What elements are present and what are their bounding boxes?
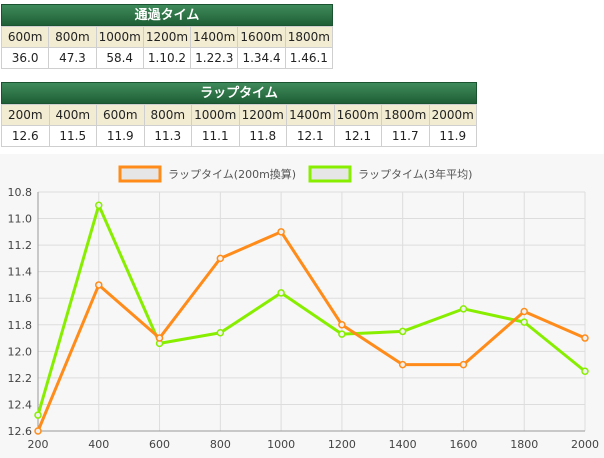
x-tick-label: 1400 (389, 438, 417, 451)
passing-time-value-cell: 1.22.3 (190, 47, 239, 69)
series-point-0 (155, 334, 164, 342)
lap-time-value-cell: 11.5 (48, 125, 97, 147)
series-point-1 (520, 318, 528, 326)
y-tick-label: 11.2 (8, 239, 33, 252)
series-point-0 (338, 321, 346, 329)
lap-time-value-row: 12.6 11.5 11.9 11.3 11.1 11.8 12.1 12.1 11.7 11.9 (1, 125, 477, 147)
passing-time-panel: 通過タイム 600m 800m 1000m 1200m 1400m 1600m 1800m … (0, 4, 334, 69)
y-tick-label: 12.4 (8, 398, 33, 411)
passing-time-value-cell: 58.4 (95, 47, 144, 69)
lap-time-value-cell: 12.1 (333, 125, 382, 147)
series-point-1 (34, 411, 42, 419)
passing-time-header-cell: 1800m (284, 26, 334, 48)
x-tick-label: 600 (149, 438, 170, 451)
x-tick-label: 1600 (449, 438, 477, 451)
series-point-1 (216, 328, 225, 337)
series-point-0 (34, 427, 42, 435)
lap-time-header-cell: 1200m (238, 104, 287, 126)
lap-time-value-cell: 11.9 (96, 125, 145, 147)
lap-time-header-cell: 200m (1, 104, 50, 126)
series-point-0 (398, 360, 407, 369)
x-tick-label: 200 (28, 438, 49, 451)
y-tick-label: 12.0 (8, 345, 33, 358)
y-tick-label: 11.8 (8, 319, 33, 332)
series-point-0 (581, 334, 589, 342)
y-tick-label: 11.6 (8, 292, 33, 305)
lap-time-header-cell: 1400m (286, 104, 335, 126)
y-tick-label: 12.2 (8, 372, 33, 385)
y-tick-label: 10.8 (8, 186, 33, 199)
passing-time-header-cell: 1600m (237, 26, 286, 48)
series-point-1 (277, 289, 285, 297)
series-point-0 (520, 307, 528, 316)
series-point-0 (216, 254, 225, 263)
series-point-0 (95, 281, 103, 289)
passing-time-header-cell: 1400m (190, 26, 239, 48)
lap-time-header-row: 200m 400m 600m 800m 1000m 1200m 1400m 1600m 1800… (1, 104, 477, 126)
legend-swatch-0 (118, 165, 162, 183)
lap-time-header-cell: 1800m (381, 104, 430, 126)
lap-time-value-cell: 11.7 (381, 125, 430, 147)
series-point-1 (95, 201, 103, 210)
passing-time-value-cell: 1.10.2 (142, 47, 192, 69)
series-point-1 (398, 327, 407, 336)
passing-time-title: 通過タイム (1, 4, 333, 26)
passing-time-value-row: 36.0 47.3 58.4 1.10.2 1.22.3 1.34.4 1.46.1 (0, 47, 334, 69)
series-point-1 (338, 330, 346, 338)
lap-time-value-cell: 11.8 (238, 125, 287, 147)
passing-time-header-cell: 600m (0, 26, 50, 48)
series-line-1 (36, 203, 586, 416)
series-point-1 (581, 367, 589, 375)
lap-time-header-cell: 800m (143, 104, 192, 126)
passing-time-value-cell: 36.0 (0, 47, 50, 69)
passing-time-value-cell: 47.3 (48, 47, 97, 69)
legend-label-0: ラップタイム(200m換算) (168, 167, 296, 181)
x-tick-label: 1800 (510, 438, 538, 451)
passing-time-table: 600m 800m 1000m 1200m 1400m 1600m 1800m 36.0 47… (0, 26, 334, 69)
y-tick-label: 11.0 (8, 213, 33, 226)
y-tick-label: 11.4 (8, 266, 33, 279)
lap-time-value-cell: 12.6 (1, 125, 50, 147)
lap-time-table: 200m 400m 600m 800m 1000m 1200m 1400m 1600m 1800… (1, 104, 477, 147)
passing-time-value-cell: 1.34.4 (237, 47, 286, 69)
lap-time-header-cell: 2000m (428, 104, 477, 126)
series-point-0 (277, 228, 285, 236)
x-tick-label: 2000 (571, 438, 599, 451)
legend-label-1: ラップタイム(3年平均) (358, 167, 472, 181)
legend-swatch-1 (308, 165, 352, 183)
lap-time-title: ラップタイム (1, 82, 477, 104)
plot-area (38, 192, 585, 431)
passing-time-value-cell: 1.46.1 (284, 47, 334, 69)
passing-time-header-cell: 800m (48, 26, 97, 48)
x-tick-label: 1000 (267, 438, 295, 451)
lap-time-value-cell: 11.1 (191, 125, 240, 147)
y-tick-label: 12.6 (8, 425, 33, 438)
x-tick-label: 1200 (328, 438, 356, 451)
lap-time-value-cell: 11.3 (143, 125, 192, 147)
lap-time-header-cell: 600m (96, 104, 145, 126)
lap-time-header-cell: 1600m (333, 104, 382, 126)
lap-time-value-cell: 11.9 (428, 125, 477, 147)
lap-time-header-cell: 400m (48, 104, 97, 126)
x-tick-label: 800 (210, 438, 231, 451)
lap-time-panel: ラップタイム 200m 400m 600m 800m 1000m 1200m 1400m 16… (1, 82, 477, 147)
lap-time-value-cell: 12.1 (286, 125, 335, 147)
lap-chart-svg: 10.8 11.0 11.2 11.4 11.6 11.8 12.0 12.2 12.4 12.6… (8, 165, 599, 451)
lap-time-header-cell: 1000m (191, 104, 240, 126)
passing-time-header-cell: 1200m (142, 26, 192, 48)
series-point-1 (459, 305, 468, 313)
series-line-0 (36, 230, 586, 432)
x-tick-label: 400 (88, 438, 109, 451)
lap-chart: 10.8 11.0 11.2 11.4 11.6 11.8 12.0 12.2 12.4 12.6… (0, 154, 604, 458)
passing-time-header-row: 600m 800m 1000m 1200m 1400m 1600m 1800m (0, 26, 334, 48)
series-point-0 (459, 360, 468, 369)
passing-time-header-cell: 1000m (95, 26, 144, 48)
